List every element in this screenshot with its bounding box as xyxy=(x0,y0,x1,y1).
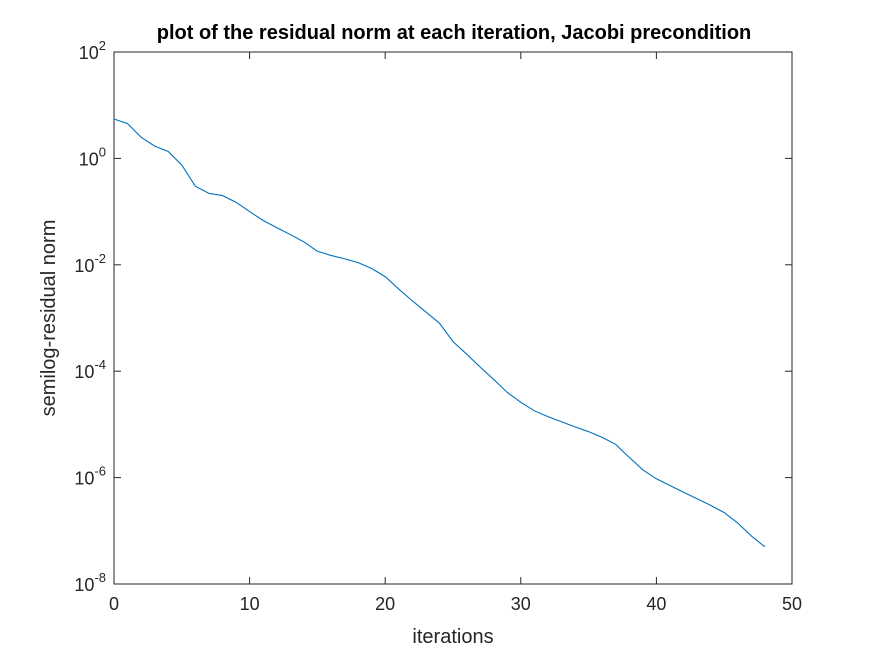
x-tick-label: 30 xyxy=(511,594,531,614)
series-line xyxy=(113,118,766,548)
x-axis-label: iterations xyxy=(412,626,493,648)
y-tick-label: 100 xyxy=(79,144,106,169)
x-tick-label: 40 xyxy=(646,594,666,614)
y-tick-label: 10-8 xyxy=(74,570,106,595)
y-tick-label: 102 xyxy=(79,38,106,63)
chart-title: plot of the residual norm at each iterat… xyxy=(157,22,752,44)
x-tick-label: 50 xyxy=(782,594,802,614)
y-tick-label: 10-2 xyxy=(74,251,106,276)
x-tick-label: 0 xyxy=(109,594,119,614)
y-tick-label: 10-4 xyxy=(74,357,106,382)
axis-ticks: 0 10 20 30 40 50 10-8 10-6 10-4 10-2 100 102 xyxy=(74,38,802,614)
x-tick-label: 20 xyxy=(375,594,395,614)
x-tick-label: 10 xyxy=(240,594,260,614)
data-series xyxy=(113,118,766,548)
plot-area xyxy=(113,51,793,585)
y-tick-label: 10-6 xyxy=(74,464,106,489)
y-axis-label: semilog-residual norm xyxy=(38,220,60,417)
